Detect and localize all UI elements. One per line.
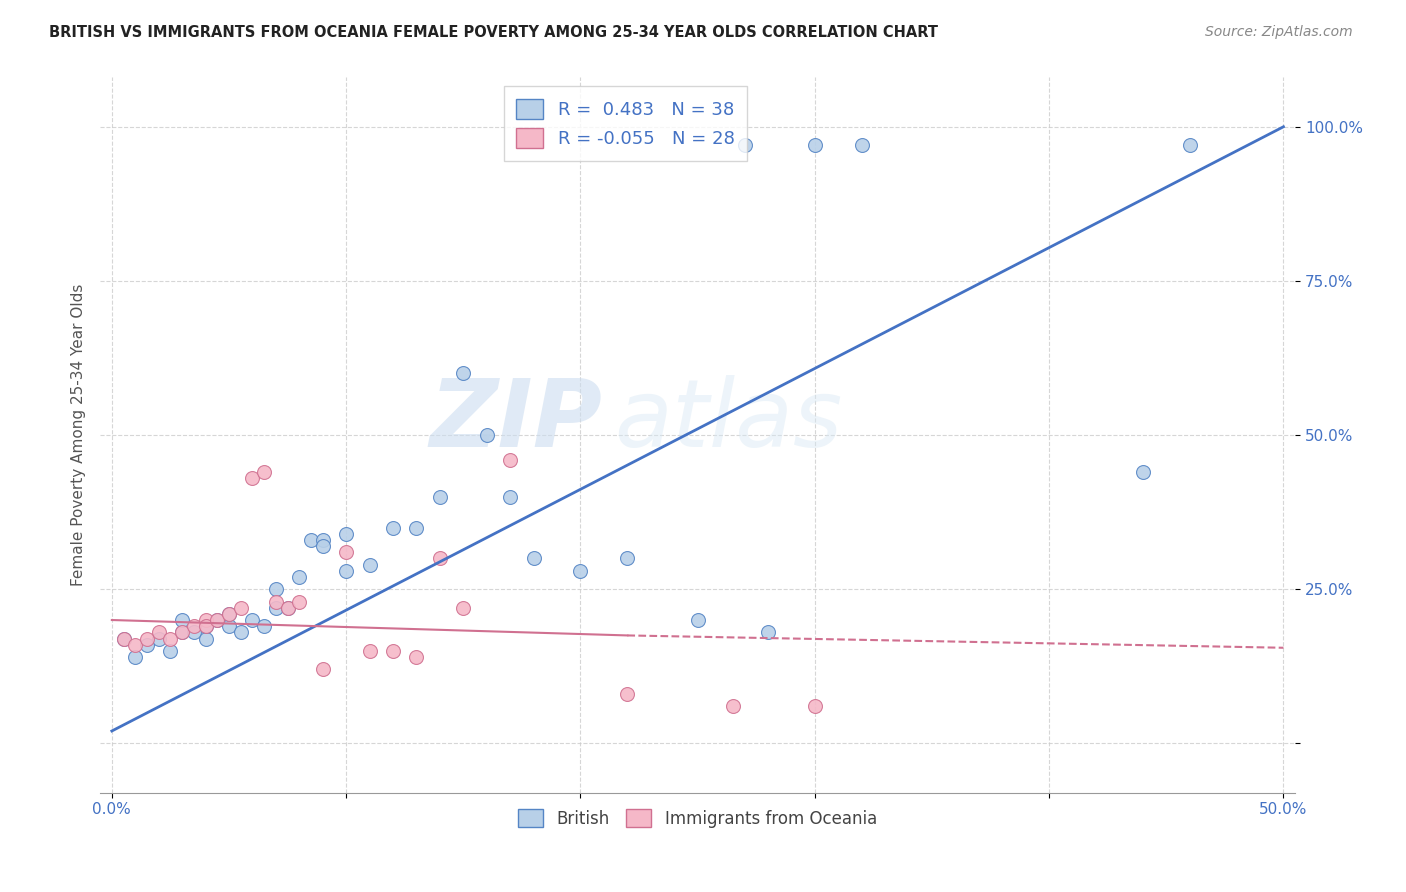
Point (804, 699, 827, 714)
Point (429, 490, 451, 504)
Legend: British, Immigrants from Oceania: British, Immigrants from Oceania (512, 803, 884, 834)
Point (288, 570, 311, 584)
Point (229, 600, 252, 615)
Point (734, 138, 756, 153)
Point (172, 625, 194, 640)
Point (299, 533, 322, 547)
Point (335, 526, 357, 541)
Point (194, 632, 217, 646)
Point (475, 428, 498, 442)
Point (207, 613, 229, 627)
Point (194, 613, 217, 627)
Point (264, 600, 287, 615)
Point (229, 625, 252, 640)
Point (253, 465, 276, 479)
Point (1178, 138, 1201, 153)
Text: BRITISH VS IMMIGRANTS FROM OCEANIA FEMALE POVERTY AMONG 25-34 YEAR OLDS CORRELAT: BRITISH VS IMMIGRANTS FROM OCEANIA FEMAL… (49, 25, 938, 40)
Point (159, 632, 181, 646)
Text: atlas: atlas (614, 376, 842, 467)
Point (207, 613, 229, 627)
Point (253, 619, 276, 633)
Point (382, 520, 405, 534)
Point (569, 564, 592, 578)
Text: ZIP: ZIP (429, 375, 602, 467)
Point (359, 558, 381, 572)
Point (148, 625, 170, 640)
Point (242, 471, 264, 485)
Point (112, 632, 135, 646)
Point (136, 638, 159, 652)
Point (277, 600, 299, 615)
Point (112, 632, 135, 646)
Point (453, 367, 475, 381)
Point (242, 613, 264, 627)
Point (405, 520, 427, 534)
Point (335, 545, 357, 559)
Point (359, 644, 381, 658)
Point (288, 594, 311, 608)
Point (312, 662, 335, 676)
Point (616, 687, 638, 701)
Y-axis label: Female Poverty Among 25-34 Year Olds: Female Poverty Among 25-34 Year Olds (72, 284, 86, 586)
Point (148, 632, 170, 646)
Point (264, 582, 287, 597)
Point (277, 600, 299, 615)
Point (405, 650, 427, 665)
Point (851, 138, 873, 153)
Point (429, 551, 451, 566)
Point (756, 625, 779, 640)
Point (124, 650, 146, 665)
Point (804, 138, 827, 153)
Point (616, 551, 638, 566)
Point (159, 644, 181, 658)
Point (218, 607, 240, 621)
Point (312, 533, 335, 547)
Point (721, 699, 744, 714)
Point (218, 607, 240, 621)
Point (218, 619, 240, 633)
Point (453, 600, 475, 615)
Point (172, 613, 194, 627)
Point (183, 625, 205, 640)
Point (194, 619, 217, 633)
Point (499, 490, 522, 504)
Point (264, 594, 287, 608)
Point (335, 564, 357, 578)
Point (499, 452, 522, 467)
Point (312, 539, 335, 553)
Point (183, 619, 205, 633)
Point (523, 551, 546, 566)
Point (1132, 465, 1154, 479)
Point (194, 619, 217, 633)
Point (382, 644, 405, 658)
Text: Source: ZipAtlas.com: Source: ZipAtlas.com (1205, 25, 1353, 39)
Point (172, 625, 194, 640)
Point (136, 632, 159, 646)
Point (124, 638, 146, 652)
Point (686, 613, 709, 627)
